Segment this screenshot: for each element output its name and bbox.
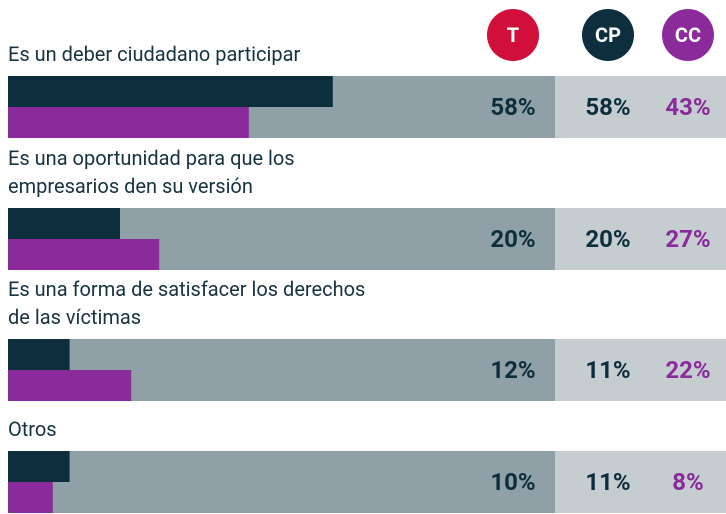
legend-marker xyxy=(662,9,714,61)
row-panel xyxy=(555,208,726,270)
row-band xyxy=(8,451,555,513)
value-label: 10% xyxy=(490,468,535,496)
bar xyxy=(8,239,160,270)
bar xyxy=(8,208,120,239)
legend-marker xyxy=(582,9,634,61)
category-label: Es una forma de satisfacer los derechos … xyxy=(8,277,366,329)
legend-label: CC xyxy=(675,23,701,47)
bar xyxy=(8,107,249,138)
value-label: 8% xyxy=(672,468,704,496)
bar xyxy=(8,339,70,370)
value-label: 22% xyxy=(665,356,710,384)
value-label: 11% xyxy=(585,468,630,496)
value-label: 27% xyxy=(665,225,710,253)
row-panel xyxy=(555,339,726,401)
value-label: 43% xyxy=(665,93,710,121)
row-panel xyxy=(555,76,726,138)
value-label: 58% xyxy=(490,93,535,121)
legend-label: T xyxy=(507,23,519,47)
category-label: Es una oportunidad para que los empresar… xyxy=(8,146,295,198)
value-label: 11% xyxy=(585,356,630,384)
value-label: 12% xyxy=(490,356,535,384)
row-panel xyxy=(555,451,726,513)
value-label: 20% xyxy=(585,225,630,253)
legend-marker xyxy=(487,9,539,61)
value-label: 58% xyxy=(585,93,630,121)
bar xyxy=(8,370,132,401)
bar xyxy=(8,482,53,513)
legend-label: CP xyxy=(595,23,621,47)
category-label: Es un deber ciudadano participar xyxy=(8,42,301,66)
category-label: Otros xyxy=(8,417,57,441)
value-label: 20% xyxy=(490,225,535,253)
bar xyxy=(8,451,70,482)
bar xyxy=(8,76,333,107)
